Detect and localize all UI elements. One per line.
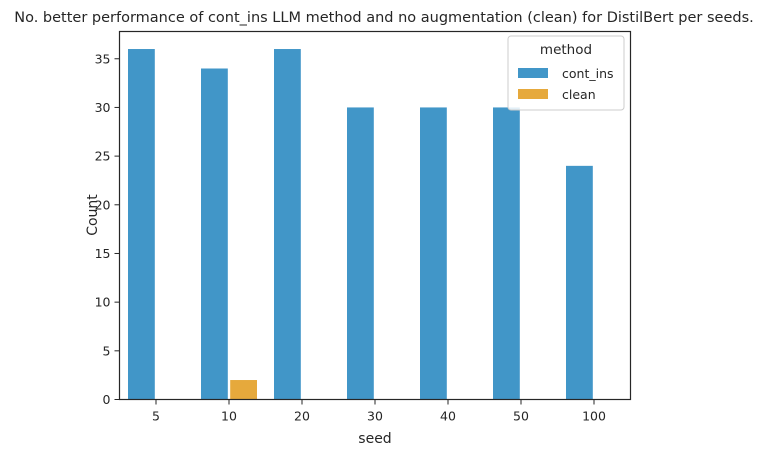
y-tick-label: 10: [95, 295, 111, 310]
bar-cont-ins-seed-20: [274, 49, 301, 400]
x-tick-label: 50: [513, 409, 529, 424]
x-tick-label: 5: [152, 409, 160, 424]
bars-group: [128, 49, 593, 400]
bar-cont-ins-seed-100: [566, 165, 593, 400]
x-tick-label: 20: [294, 409, 310, 424]
bar-cont-ins-seed-30: [347, 107, 374, 400]
bar-cont-ins-seed-5: [128, 49, 155, 400]
legend: method cont_ins clean: [507, 35, 625, 111]
y-tick-label: 5: [103, 343, 111, 358]
plot-frame: [118, 30, 632, 401]
legend-label-clean: clean: [562, 87, 596, 102]
y-tick-label: 25: [95, 149, 111, 164]
y-tick-label: 0: [103, 392, 111, 407]
y-tick-label: 35: [95, 51, 111, 66]
y-axis-label: Count: [85, 194, 101, 236]
x-tick-label: 10: [221, 409, 237, 424]
y-tick-label: 15: [95, 246, 111, 261]
x-tick-label: 100: [582, 409, 606, 424]
legend-swatch-clean: [518, 89, 548, 99]
x-tick-label: 30: [367, 409, 383, 424]
chart-title: No. better performance of cont_ins LLM m…: [14, 10, 754, 26]
y-ticks-group: 0 5 10 15 20 25 30 35: [95, 51, 120, 407]
bar-cont-ins-seed-40: [420, 107, 447, 400]
x-ticks-group: 5 10 20 30 40 50 100: [152, 399, 606, 424]
x-axis-label: seed: [358, 431, 391, 447]
bar-cont-ins-seed-50: [493, 107, 520, 400]
bar-cont-ins-seed-10: [201, 68, 228, 400]
legend-label-cont-ins: cont_ins: [562, 66, 614, 81]
legend-title: method: [540, 42, 592, 58]
bar-clean-seed-10: [230, 380, 257, 400]
legend-swatch-cont-ins: [518, 68, 548, 78]
y-tick-label: 20: [95, 197, 111, 212]
x-tick-label: 40: [440, 409, 456, 424]
y-tick-label: 30: [95, 100, 111, 115]
